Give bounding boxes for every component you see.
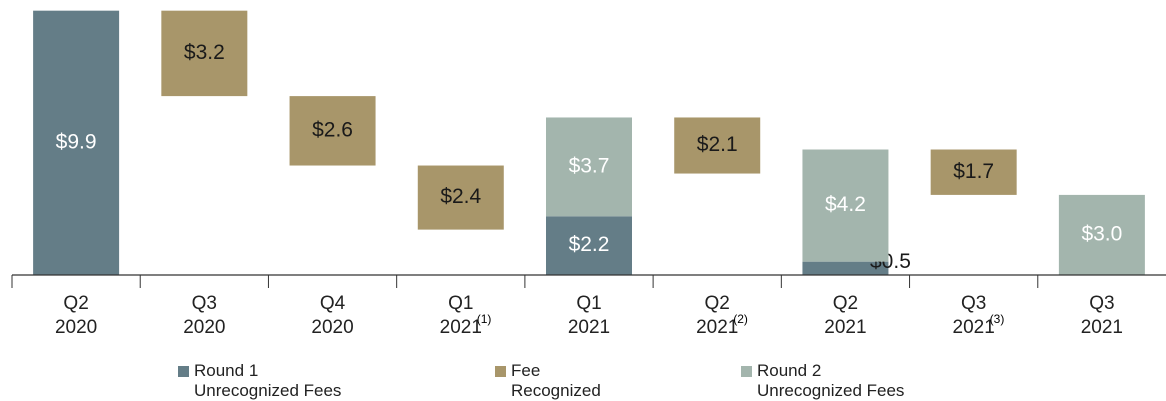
legend-swatch bbox=[741, 366, 752, 377]
bar bbox=[546, 117, 632, 217]
value-label: $2.4 bbox=[440, 185, 481, 208]
plot: $9.9$3.2$2.6$2.4$2.2$3.7$2.1$0.5$4.2$1.7… bbox=[11, 10, 1166, 288]
legend-label: Round 1 Unrecognized Fees bbox=[194, 361, 342, 400]
bar bbox=[33, 10, 120, 275]
bar bbox=[289, 96, 376, 166]
value-label: $2.2 bbox=[569, 233, 610, 256]
bar bbox=[674, 117, 761, 174]
value-label: $4.2 bbox=[825, 193, 866, 216]
legend-label: Fee Recognized bbox=[511, 361, 601, 400]
x-tick-label: Q3 2021 bbox=[952, 293, 995, 338]
legend-label: Round 2 Unrecognized Fees bbox=[757, 361, 905, 400]
bar bbox=[802, 261, 889, 275]
bar bbox=[417, 165, 504, 230]
x-tick-label: Q1 2021 bbox=[567, 293, 611, 338]
value-label: $3.2 bbox=[184, 41, 225, 64]
value-label: $2.1 bbox=[697, 133, 738, 156]
x-tick-label: Q1 2021 bbox=[439, 293, 482, 338]
value-label: $9.9 bbox=[56, 130, 97, 153]
bar bbox=[930, 149, 1017, 195]
legend-swatch bbox=[178, 366, 189, 377]
footnote: (1) bbox=[476, 312, 492, 326]
x-tick-label: Q2 2021 bbox=[696, 293, 739, 338]
footnote: (3) bbox=[989, 312, 1005, 326]
x-tick-label: Q3 2021 bbox=[1080, 293, 1124, 338]
bar bbox=[161, 10, 248, 97]
bar bbox=[1058, 194, 1145, 275]
bar bbox=[802, 149, 889, 262]
x-tick-label: Q2 2021 bbox=[824, 293, 867, 338]
value-label: $3.0 bbox=[1081, 222, 1122, 245]
x-tick-label: Q3 2020 bbox=[183, 293, 226, 338]
x-tick-label: Q2 2020 bbox=[54, 293, 98, 338]
value-label: $3.7 bbox=[569, 154, 610, 177]
legend-swatch bbox=[495, 366, 506, 377]
x-tick-label: Q4 2020 bbox=[311, 293, 354, 338]
value-label: $2.6 bbox=[312, 118, 353, 141]
footnote: (2) bbox=[733, 312, 748, 326]
bar bbox=[546, 216, 632, 275]
value-label: $1.7 bbox=[953, 160, 994, 183]
